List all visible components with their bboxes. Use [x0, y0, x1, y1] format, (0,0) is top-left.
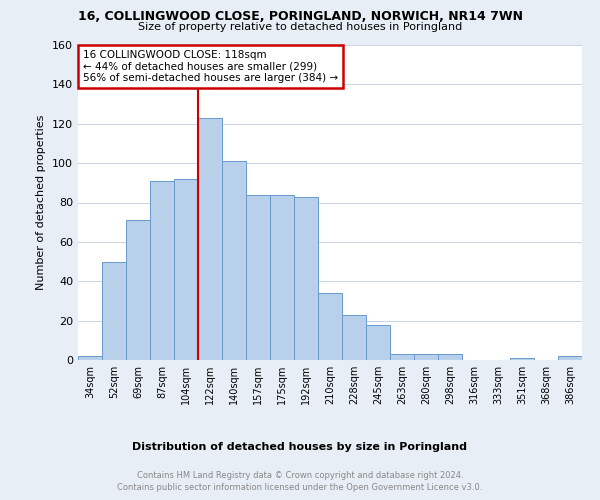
Bar: [246, 194, 270, 360]
Bar: [174, 179, 198, 360]
Bar: [126, 220, 150, 360]
Bar: [222, 161, 246, 360]
Text: Contains public sector information licensed under the Open Government Licence v3: Contains public sector information licen…: [118, 484, 482, 492]
Bar: [318, 293, 342, 360]
Bar: [102, 262, 126, 360]
Bar: [414, 354, 438, 360]
Bar: [438, 354, 462, 360]
Y-axis label: Number of detached properties: Number of detached properties: [37, 115, 46, 290]
Text: 16, COLLINGWOOD CLOSE, PORINGLAND, NORWICH, NR14 7WN: 16, COLLINGWOOD CLOSE, PORINGLAND, NORWI…: [77, 10, 523, 23]
Text: 16 COLLINGWOOD CLOSE: 118sqm
← 44% of detached houses are smaller (299)
56% of s: 16 COLLINGWOOD CLOSE: 118sqm ← 44% of de…: [83, 50, 338, 83]
Bar: [390, 354, 414, 360]
Bar: [510, 358, 534, 360]
Bar: [294, 196, 318, 360]
Bar: [270, 194, 294, 360]
Bar: [198, 118, 222, 360]
Text: Distribution of detached houses by size in Poringland: Distribution of detached houses by size …: [133, 442, 467, 452]
Bar: [366, 324, 390, 360]
Bar: [342, 314, 366, 360]
Text: Size of property relative to detached houses in Poringland: Size of property relative to detached ho…: [138, 22, 462, 32]
Bar: [558, 356, 582, 360]
Bar: [78, 356, 102, 360]
Text: Contains HM Land Registry data © Crown copyright and database right 2024.: Contains HM Land Registry data © Crown c…: [137, 471, 463, 480]
Bar: [150, 181, 174, 360]
